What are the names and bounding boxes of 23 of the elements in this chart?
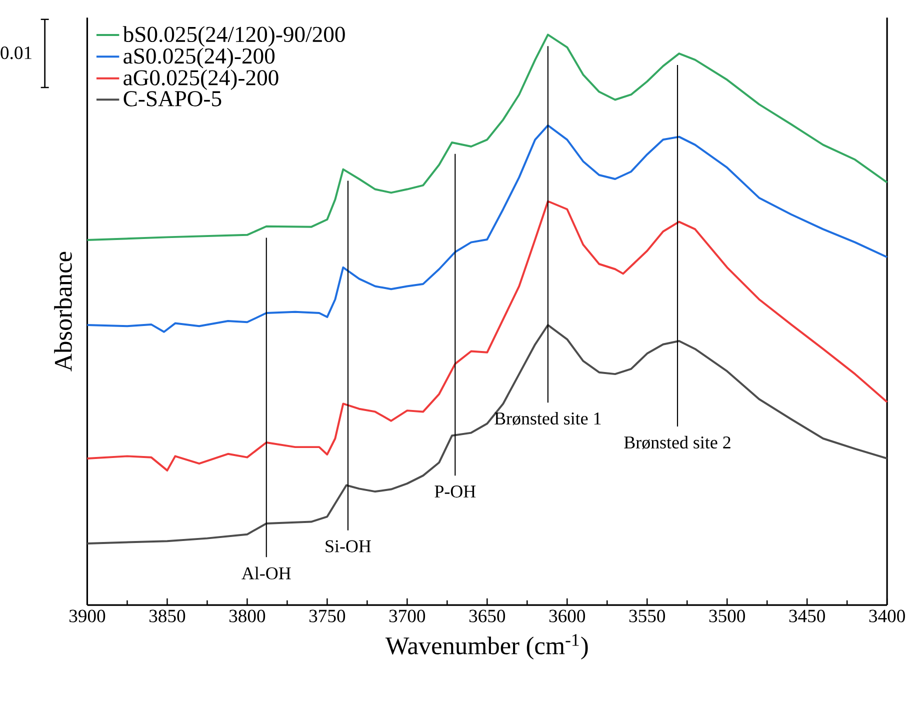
legend-label: aS0.025(24)-200 [124, 48, 275, 68]
x-tick-label: 3400 [869, 610, 905, 622]
legend-label: bS0.025(24/120)-90/200 [122, 26, 345, 47]
legend-label: aG0.025(24)-200 [124, 69, 278, 90]
x-tick-label: 3600 [549, 610, 586, 622]
ref-line-label: Si-OH [326, 540, 371, 552]
x-tick-label: 3900 [70, 610, 106, 622]
x-tick-label: 3650 [469, 610, 506, 622]
x-tick-label: 3450 [789, 610, 825, 622]
ref-line-label: Brønsted site 1 [494, 412, 601, 426]
x-tick-label: 3750 [309, 610, 346, 622]
ref-line-label: P-OH [434, 485, 476, 498]
text: 0.01 [0, 46, 32, 60]
x-tick-label: 3700 [389, 610, 426, 622]
y-axis-title: Absorbance [54, 252, 72, 372]
x-tick-label: 3550 [629, 610, 666, 622]
x-tick-label: 3500 [709, 610, 745, 622]
x-axis-title: Wavenumber (cm$^{-1}$) [385, 634, 588, 660]
x-tick-label: 3850 [149, 610, 186, 622]
ref-line-label: Brønsted site 2 [624, 436, 730, 450]
ref-line-label: Al-OH [242, 566, 291, 580]
legend-label: C-SAPO-5 [124, 91, 222, 106]
x-tick-label: 3800 [229, 610, 266, 622]
